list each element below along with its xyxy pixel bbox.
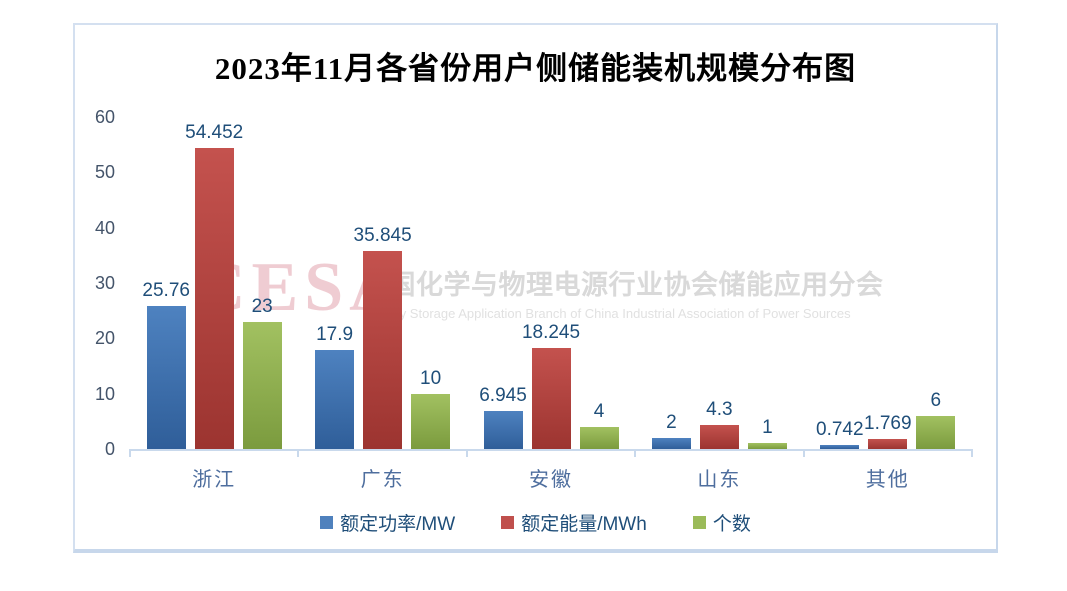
x-axis-tick (129, 449, 131, 457)
bar-额定能量/MWh-安徽 (531, 348, 571, 449)
bar-额定能量/MWh-其他 (868, 439, 908, 449)
category-label-广东: 广东 (360, 469, 405, 491)
legend-item-额定功率/MW: 额定功率/MW (320, 509, 455, 536)
legend-label: 额定功率/MW (340, 514, 456, 535)
data-label: 1.769 (864, 413, 912, 435)
legend-label: 个数 (712, 514, 751, 535)
data-label: 1 (762, 417, 773, 439)
x-axis-tick (297, 449, 300, 457)
chart-title: 2023年11月各省份用户侧储能装机规模分布图 (214, 51, 857, 86)
category-label-浙江: 浙江 (192, 469, 237, 491)
bar-额定能量/MWh-山东 (699, 425, 739, 449)
x-axis-line (130, 449, 972, 451)
data-label: 4 (593, 400, 605, 422)
bar-额定功率/MW-安徽 (483, 410, 523, 449)
data-label: 10 (420, 367, 442, 389)
category-label-安徽: 安徽 (529, 469, 573, 491)
chart-container: 2023年11月各省份用户侧储能装机规模分布图 CESA 中国化学与物理电源行业… (73, 23, 998, 553)
legend-swatch-icon (501, 516, 515, 529)
bar-个数-山东 (747, 443, 787, 449)
chart-legend: 额定功率/MW 额定能量/MWh 个数 (75, 509, 996, 536)
legend-label: 额定能量/MWh (521, 514, 647, 535)
y-axis-tick-label: 10 (94, 383, 115, 404)
bar-个数-其他 (916, 415, 956, 449)
data-label: 23 (251, 295, 273, 317)
y-axis-tick-label: 40 (94, 217, 115, 238)
y-axis-tick-label: 30 (94, 273, 115, 293)
data-label: 35.845 (353, 224, 412, 246)
data-label: 2 (666, 411, 677, 433)
data-label: 6.945 (479, 384, 527, 406)
data-label: 18.245 (521, 322, 581, 344)
bar-额定功率/MW-广东 (315, 349, 355, 449)
plot-area: 0 10 20 30 40 50 60 25.76 54.452 23 浙江 17.9 35.845 10… (75, 25, 996, 549)
y-axis-tick-label: 50 (94, 162, 115, 183)
x-axis-tick (465, 449, 468, 457)
y-axis-tick-label: 20 (94, 328, 115, 349)
bar-额定能量/MWh-浙江 (194, 147, 234, 449)
bar-额定功率/MW-浙江 (146, 306, 186, 449)
y-axis-tick-label: 0 (104, 439, 115, 459)
category-label-其他: 其他 (865, 469, 910, 491)
legend-item-个数: 个数 (692, 509, 751, 536)
bar-个数-浙江 (242, 321, 282, 449)
bar-额定能量/MWh-广东 (363, 250, 403, 449)
x-axis-tick (802, 449, 805, 457)
category-label-山东: 山东 (697, 469, 742, 491)
data-label: 6 (930, 389, 942, 411)
legend-swatch-icon (692, 516, 706, 529)
bar-额定功率/MW-山东 (651, 437, 691, 449)
x-axis-tick (971, 449, 973, 457)
data-label: 4.3 (706, 399, 733, 421)
y-axis-tick-label: 60 (94, 107, 115, 127)
bar-个数-广东 (411, 393, 451, 449)
x-axis-tick (634, 449, 637, 457)
data-label: 25.76 (142, 280, 190, 302)
bar-个数-安徽 (579, 426, 619, 449)
data-label: 54.452 (185, 121, 244, 143)
legend-item-额定能量/MWh: 额定能量/MWh (501, 509, 647, 536)
data-label: 0.742 (816, 418, 864, 440)
data-label: 17.9 (316, 323, 354, 345)
legend-swatch-icon (320, 516, 334, 529)
bar-额定功率/MW-其他 (820, 444, 860, 449)
